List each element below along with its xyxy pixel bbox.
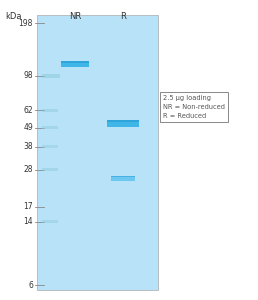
Bar — [37, 15, 158, 290]
Text: 62: 62 — [23, 106, 33, 115]
Bar — [107, 120, 139, 127]
Bar — [42, 109, 58, 112]
Text: 2.5 µg loading
NR = Non-reduced
R = Reduced: 2.5 µg loading NR = Non-reduced R = Redu… — [163, 95, 225, 119]
Text: 49: 49 — [23, 123, 33, 132]
Text: NR: NR — [69, 12, 81, 21]
Bar — [61, 61, 89, 67]
Text: 17: 17 — [23, 202, 33, 211]
Bar — [61, 61, 89, 63]
Text: 28: 28 — [23, 165, 33, 174]
Bar — [107, 120, 139, 122]
Bar — [42, 74, 60, 78]
Text: kDa: kDa — [5, 12, 21, 21]
Text: 6: 6 — [28, 280, 33, 290]
Bar — [42, 168, 58, 171]
Text: 98: 98 — [23, 71, 33, 80]
Bar — [111, 176, 135, 177]
Text: R: R — [120, 12, 126, 21]
Bar — [42, 126, 58, 129]
Text: 14: 14 — [23, 217, 33, 226]
Bar — [111, 176, 135, 181]
Text: 38: 38 — [23, 142, 33, 151]
Text: 198: 198 — [19, 19, 33, 28]
Bar — [42, 145, 58, 148]
Bar — [42, 220, 58, 223]
